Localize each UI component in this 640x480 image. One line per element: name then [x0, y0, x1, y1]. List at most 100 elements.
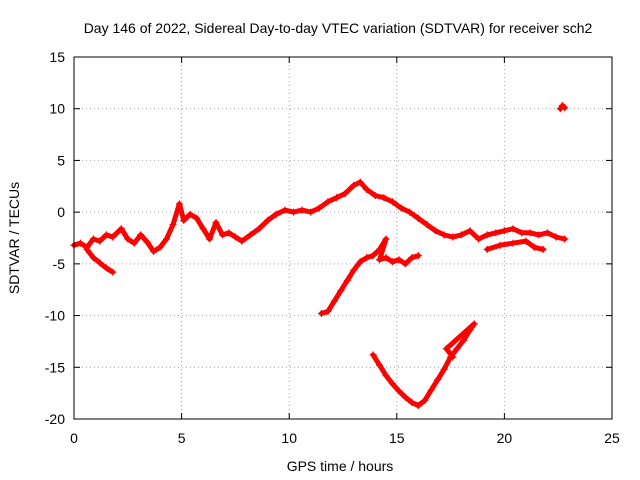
data-point: [298, 206, 306, 214]
data-points: [70, 102, 569, 410]
data-point: [96, 237, 104, 245]
data-point: [526, 229, 534, 237]
x-tick-label: 10: [281, 430, 297, 446]
data-point: [382, 254, 390, 262]
data-point: [496, 241, 504, 249]
y-tick-label: 5: [57, 152, 65, 168]
data-point: [175, 200, 183, 208]
data-point: [466, 326, 474, 334]
x-tick-label: 5: [178, 430, 186, 446]
data-point: [543, 229, 551, 237]
data-point: [290, 208, 298, 216]
series-outlier: [556, 102, 569, 113]
data-point: [281, 206, 289, 214]
data-point: [76, 239, 84, 247]
data-point: [552, 233, 560, 241]
data-point: [83, 245, 91, 253]
data-point: [206, 235, 214, 243]
data-point: [337, 287, 345, 295]
data-point: [432, 227, 440, 235]
data-point: [124, 235, 132, 243]
series-trace: [319, 236, 421, 316]
data-point: [561, 235, 569, 243]
data-point: [466, 227, 474, 235]
data-point: [401, 260, 409, 268]
data-point: [483, 231, 491, 239]
data-point: [509, 225, 517, 233]
data-point: [109, 268, 117, 276]
y-axis-label: SDTVAR / TECUs: [6, 182, 22, 294]
data-point: [449, 233, 457, 241]
data-point: [369, 252, 377, 260]
data-point: [315, 204, 323, 212]
data-point: [186, 210, 194, 218]
data-point: [535, 231, 543, 239]
data-point: [442, 345, 450, 353]
data-point: [388, 380, 396, 388]
data-point: [255, 225, 263, 233]
data-point: [89, 235, 97, 243]
y-tick-label: 15: [49, 49, 65, 65]
data-point: [522, 237, 530, 245]
data-point: [218, 231, 226, 239]
data-point: [401, 393, 409, 401]
data-point: [395, 387, 403, 395]
data-point: [363, 185, 371, 193]
data-point: [343, 276, 351, 284]
data-point: [395, 256, 403, 264]
data-point: [388, 258, 396, 266]
data-point: [143, 238, 151, 246]
data-point: [102, 264, 110, 272]
series-arc-11-5-16h: [317, 235, 422, 318]
data-point: [96, 259, 104, 267]
data-point: [376, 256, 384, 264]
data-point: [382, 235, 390, 243]
y-tick-label: -20: [45, 411, 65, 427]
data-point: [225, 229, 233, 237]
y-tick-label: -15: [45, 359, 65, 375]
grid-lines: [74, 57, 612, 419]
data-point: [272, 210, 280, 218]
data-point: [492, 229, 500, 237]
data-point: [460, 336, 468, 344]
data-point: [423, 221, 431, 229]
y-tick-label: -10: [45, 308, 65, 324]
data-point: [193, 214, 201, 222]
data-point: [427, 386, 435, 394]
plot-frame: [73, 56, 613, 420]
series-lower-branch-19-22h: [483, 237, 547, 253]
data-point: [341, 190, 349, 198]
axis-ticks: 0 5 10 15 20 25 -20 -15 -10 -5 0 5 10 15: [45, 49, 620, 446]
series-lower-branch-0-2h: [83, 245, 117, 276]
series-v-shaped-trough: [369, 320, 478, 410]
data-point: [475, 235, 483, 243]
data-point: [264, 216, 272, 224]
y-tick-label: 10: [49, 101, 65, 117]
data-point: [307, 208, 315, 216]
data-point: [453, 345, 461, 353]
data-point: [449, 353, 457, 361]
data-point: [483, 245, 491, 253]
data-point: [317, 310, 325, 318]
data-point: [397, 204, 405, 212]
data-point: [509, 239, 517, 247]
x-tick-label: 15: [389, 430, 405, 446]
series-main-band: [70, 178, 569, 255]
chart-title: Day 146 of 2022, Sidereal Day-to-day VTE…: [84, 20, 593, 36]
data-point: [531, 243, 539, 251]
data-point: [163, 235, 171, 243]
data-point: [408, 398, 416, 406]
data-point: [169, 221, 177, 229]
data-point: [333, 194, 341, 202]
data-point: [324, 307, 332, 315]
data-point: [414, 402, 422, 410]
data-point: [324, 198, 332, 206]
data-point: [434, 376, 442, 384]
data-point: [130, 239, 138, 247]
data-point: [156, 243, 164, 251]
series-trace: [370, 321, 477, 409]
data-point: [406, 208, 414, 216]
data-point: [109, 233, 117, 241]
data-point: [440, 365, 448, 373]
